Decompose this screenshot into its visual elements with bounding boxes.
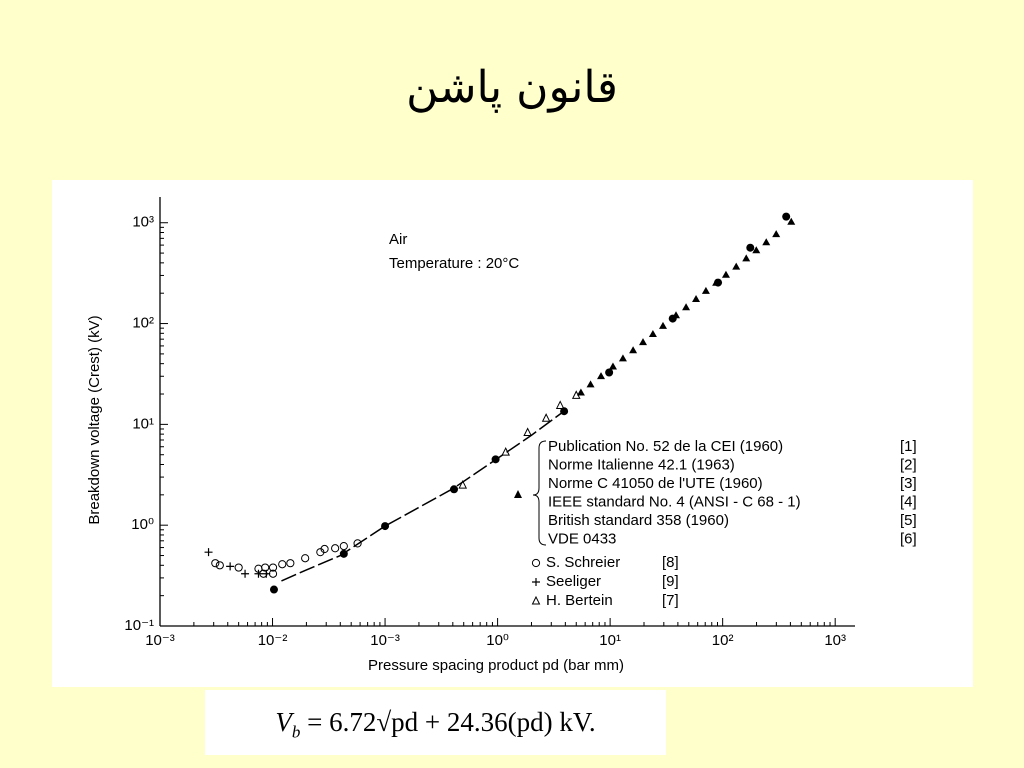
legend-text: VDE 0433 (548, 530, 616, 547)
legend-text: Norme C 41050 de l'UTE (1960) (548, 475, 763, 492)
legend-text: IEEE standard No. 4 (ANSI - C 68 - 1) (548, 493, 801, 510)
legend-ref: [2] (900, 456, 917, 473)
legend-ref: [8] (662, 554, 679, 571)
data-point (658, 321, 667, 329)
data-point (261, 563, 270, 572)
data-point (211, 559, 220, 568)
data-point (254, 569, 263, 578)
data-point (541, 413, 551, 422)
data-point (576, 388, 585, 396)
data-point (721, 270, 730, 278)
data-point (618, 354, 627, 362)
x-tick-label: 10⁰ (486, 632, 509, 649)
legend-ref: [7] (662, 592, 679, 609)
data-point (226, 562, 235, 571)
legend-text: S. Schreier (546, 554, 620, 571)
data-point (639, 338, 648, 346)
x-tick-label: 10⁻² (258, 632, 288, 649)
legend-ref: [3] (900, 475, 917, 492)
x-tick-label: 10³ (824, 632, 846, 649)
data-point (701, 286, 710, 294)
data-point (692, 295, 701, 303)
data-point (278, 560, 287, 569)
x-tick-label: 10¹ (599, 632, 621, 649)
legend-ref: [4] (900, 493, 917, 510)
data-point (672, 311, 681, 319)
formula: Vb = 6.72√pd + 24.36(pd) kV. (205, 690, 666, 755)
y-tick-label: 10⁻¹ (124, 617, 154, 634)
legend-ref: [6] (900, 530, 917, 547)
data-point (586, 380, 595, 388)
data-point (742, 254, 751, 262)
data-point (732, 262, 741, 270)
data-point (215, 561, 224, 570)
y-tick-label: 10⁰ (131, 516, 154, 533)
x-tick-label: 10⁻³ (145, 632, 175, 649)
data-point (301, 554, 310, 563)
data-point (262, 569, 271, 578)
data-point (204, 548, 213, 557)
legend-text: British standard 358 (1960) (548, 512, 729, 529)
y-tick-label: 10³ (132, 214, 154, 231)
x-tick-label: 10⁻³ (370, 632, 400, 649)
annotation: Air (389, 231, 407, 248)
legend-ref: [9] (662, 573, 679, 590)
legend-text: H. Bertein (546, 592, 613, 609)
legend-marker (514, 490, 522, 498)
data-point (605, 368, 614, 377)
annotation: Temperature : 20°C (389, 255, 519, 272)
data-point (286, 559, 295, 568)
data-point (241, 569, 250, 578)
data-point (629, 346, 638, 354)
slide-title: قانون پاشن (406, 62, 618, 113)
data-point (353, 539, 362, 548)
data-point (571, 390, 581, 399)
y-tick-label: 10¹ (132, 415, 154, 432)
data-point (746, 243, 755, 252)
y-tick-label: 10² (132, 315, 154, 332)
data-point (458, 479, 468, 489)
data-point (682, 303, 691, 311)
data-point (752, 246, 761, 254)
legend-bracket (532, 440, 547, 546)
data-point (712, 278, 721, 286)
legend-marker (531, 595, 541, 605)
legend-text: Publication No. 52 de la CEI (1960) (548, 438, 783, 455)
data-point (772, 230, 781, 238)
x-axis-label: Pressure spacing product pd (bar mm) (368, 657, 624, 674)
data-point (381, 522, 390, 531)
data-point (648, 330, 657, 338)
legend-ref: [1] (900, 438, 917, 455)
chart-background (52, 180, 973, 687)
data-point (331, 544, 340, 553)
data-point (762, 238, 771, 246)
data-point (320, 544, 329, 554)
data-point (523, 427, 532, 437)
data-point (234, 563, 243, 572)
data-point (782, 212, 791, 221)
chart: Air Temperature : 20°C Pressure spacing … (52, 180, 973, 687)
data-point (268, 563, 278, 572)
data-point (597, 372, 606, 380)
data-point (608, 362, 617, 370)
x-tick-label: 10² (712, 632, 734, 649)
formula-lhs: V (275, 707, 292, 737)
legend-marker (531, 558, 541, 568)
legend-text: Seeliger (546, 573, 601, 590)
legend-ref: [5] (900, 512, 917, 529)
legend-text: Norme Italienne 42.1 (1963) (548, 456, 735, 473)
legend-marker (532, 578, 540, 586)
data-point (787, 217, 796, 225)
data-point (339, 542, 348, 551)
fit-curve (281, 409, 566, 582)
formula-subscript: b (291, 722, 301, 742)
formula-rhs: = 6.72√pd + 24.36(pd) kV. (307, 707, 596, 737)
data-point (555, 400, 565, 409)
data-point (450, 485, 459, 494)
y-axis-label: Breakdown voltage (Crest) (kV) (86, 315, 103, 524)
data-point (269, 585, 278, 594)
